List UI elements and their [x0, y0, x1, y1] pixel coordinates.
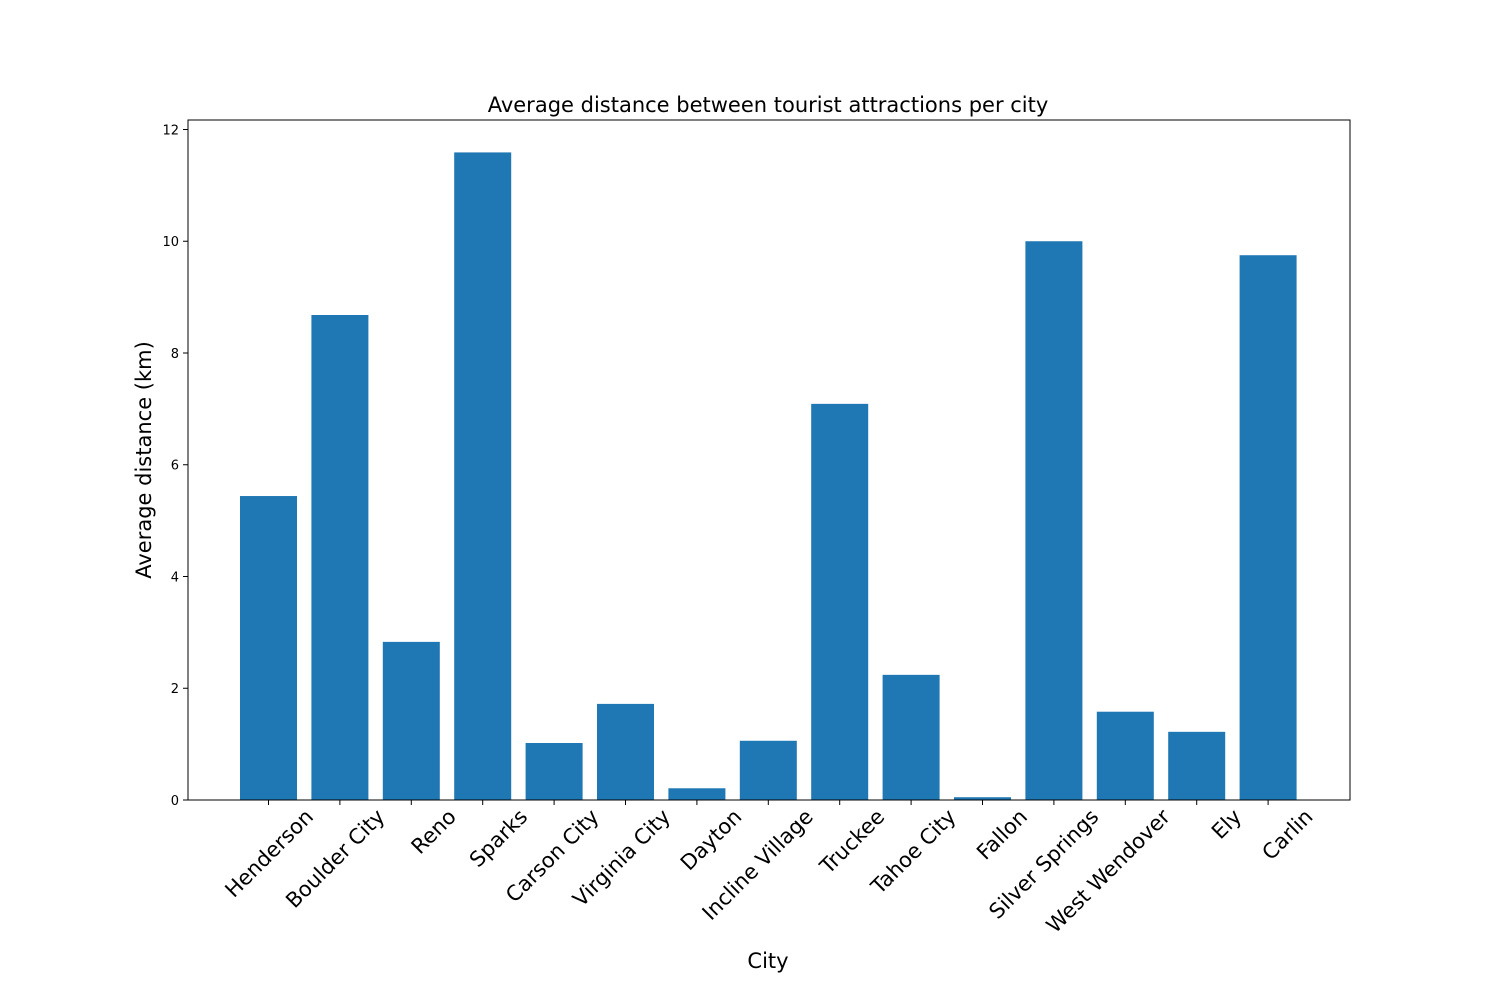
- x-tick-label: Ely: [1207, 805, 1246, 844]
- bar: [739, 740, 797, 800]
- y-tick-label: 12: [162, 123, 179, 138]
- x-tick-label: Carlin: [1257, 805, 1317, 865]
- x-tick-label: West Wendover: [1042, 804, 1175, 937]
- bar: [1096, 711, 1154, 800]
- bar: [1239, 255, 1297, 801]
- x-tick-label: Truckee: [815, 805, 890, 880]
- y-axis: 0 2 4 6 8 10 12: [162, 123, 188, 809]
- bar: [454, 152, 512, 800]
- bar: [240, 496, 297, 800]
- bar: [382, 641, 440, 800]
- bars-group: [240, 152, 1297, 801]
- plot-frame: [187, 119, 1351, 801]
- x-tick-label: Sparks: [465, 805, 532, 872]
- bar: [311, 315, 369, 800]
- y-tick-label: 4: [171, 570, 179, 585]
- y-tick-label: 0: [171, 794, 179, 809]
- bar: [668, 788, 726, 800]
- bar: [954, 797, 1011, 800]
- y-axis-label: Average distance (km): [132, 341, 156, 579]
- x-tick-label: Dayton: [676, 805, 747, 876]
- bar: [525, 743, 583, 800]
- bar: [1025, 241, 1083, 800]
- x-axis-label: City: [747, 949, 788, 973]
- y-tick-label: 10: [162, 235, 179, 250]
- chart-title: Average distance between tourist attract…: [488, 93, 1049, 117]
- bar: [597, 703, 654, 800]
- bar: [882, 674, 940, 800]
- bar: [811, 403, 869, 800]
- x-tick-label: Reno: [407, 805, 461, 859]
- y-tick-label: 6: [171, 459, 179, 474]
- y-tick-label: 8: [171, 347, 179, 362]
- x-tick-label: Fallon: [972, 805, 1032, 865]
- y-tick-label: 2: [171, 682, 179, 697]
- bar: [1168, 731, 1226, 800]
